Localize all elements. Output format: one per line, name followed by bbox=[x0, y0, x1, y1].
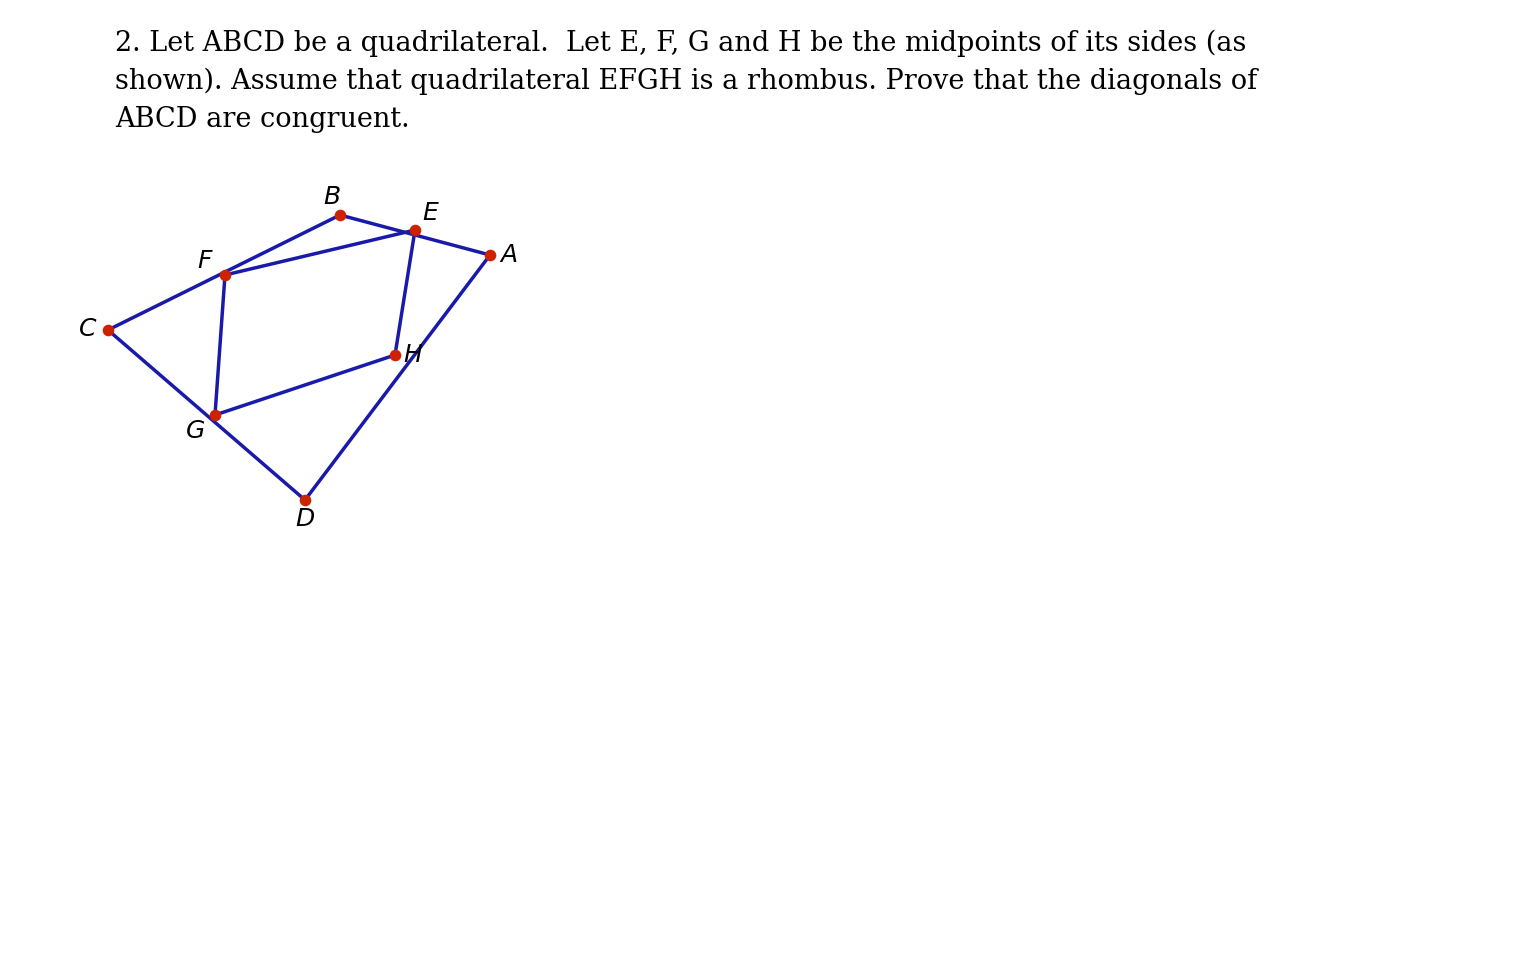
Point bbox=[328, 207, 352, 223]
Point bbox=[383, 347, 407, 363]
Point bbox=[477, 247, 502, 262]
Point bbox=[214, 267, 238, 283]
Point bbox=[203, 407, 227, 423]
Text: shown). Assume that quadrilateral EFGH is a rhombus. Prove that the diagonals of: shown). Assume that quadrilateral EFGH i… bbox=[114, 68, 1257, 96]
Text: $\boldsymbol{\mathit{C}}$: $\boldsymbol{\mathit{C}}$ bbox=[78, 318, 98, 342]
Text: $\boldsymbol{\mathit{D}}$: $\boldsymbol{\mathit{D}}$ bbox=[294, 509, 316, 532]
Text: $\boldsymbol{\mathit{F}}$: $\boldsymbol{\mathit{F}}$ bbox=[197, 250, 214, 272]
Text: $\boldsymbol{\mathit{E}}$: $\boldsymbol{\mathit{E}}$ bbox=[422, 203, 439, 226]
Point bbox=[293, 492, 317, 508]
Text: $\boldsymbol{\mathit{A}}$: $\boldsymbol{\mathit{A}}$ bbox=[499, 243, 517, 266]
Text: $\boldsymbol{\mathit{G}}$: $\boldsymbol{\mathit{G}}$ bbox=[185, 420, 204, 443]
Point bbox=[403, 222, 427, 237]
Text: 2. Let ABCD be a quadrilateral.  Let E, F, G and H be the midpoints of its sides: 2. Let ABCD be a quadrilateral. Let E, F… bbox=[114, 30, 1246, 57]
Text: $\boldsymbol{\mathit{H}}$: $\boldsymbol{\mathit{H}}$ bbox=[403, 344, 422, 367]
Text: ABCD are congruent.: ABCD are congruent. bbox=[114, 106, 410, 133]
Point bbox=[96, 322, 120, 338]
Text: $\boldsymbol{\mathit{B}}$: $\boldsymbol{\mathit{B}}$ bbox=[323, 185, 340, 208]
